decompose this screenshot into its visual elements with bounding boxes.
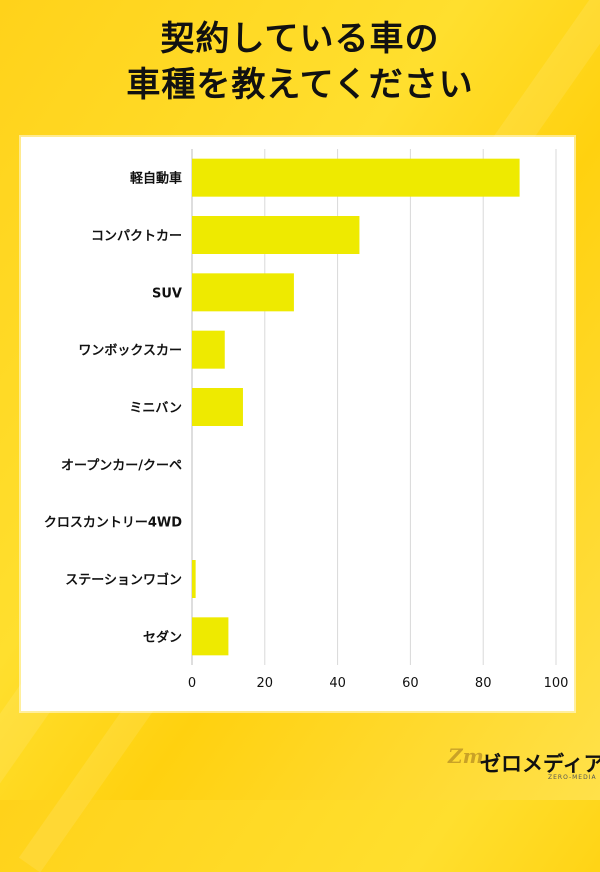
bar [192,158,520,197]
x-tick-label: 100 [544,676,569,691]
category-label: コンパクトカー [91,229,182,244]
x-tick-label: 60 [402,676,419,691]
page-title: 契約している車の 車種を教えてください [0,16,600,108]
category-label: セダン [143,629,182,645]
category-label: ミニバン [129,401,182,416]
category-label: 軽自動車 [130,171,182,187]
x-tick-label: 80 [475,676,492,691]
chart-card: 軽自動車コンパクトカー SUV ワンボックスカーミニバンオープンカー/クーペクロスカ… [21,137,574,711]
bar [192,216,360,254]
logo-text: ゼロメディア [480,752,600,776]
category-label: ステーションワゴン [65,572,182,588]
logo-mark-icon: Zm [448,744,484,768]
x-tick-labels: 0 20 40 60 80 100 [188,676,569,691]
x-tick-label: 0 [188,676,196,691]
category-label: ワンボックスカー [78,343,182,359]
bar [192,617,229,656]
category-label: オープンカー/クーペ [61,458,182,473]
brand-logo: Zm ゼロメディア ZERO-MEDIA [448,742,600,792]
x-tick-label: 40 [329,676,346,691]
logo-subtext: ZERO-MEDIA [548,774,597,781]
bar [192,388,243,426]
category-label: SUV [152,286,182,301]
bar [192,560,196,598]
bar [192,330,225,369]
bars [192,158,520,656]
title-line-1: 契約している車の [160,19,440,59]
title-line-2: 車種を教えてください [126,65,474,105]
x-tick-label: 20 [257,676,274,691]
category-label: クロスカントリー4WD [44,516,182,531]
bar [192,273,294,312]
